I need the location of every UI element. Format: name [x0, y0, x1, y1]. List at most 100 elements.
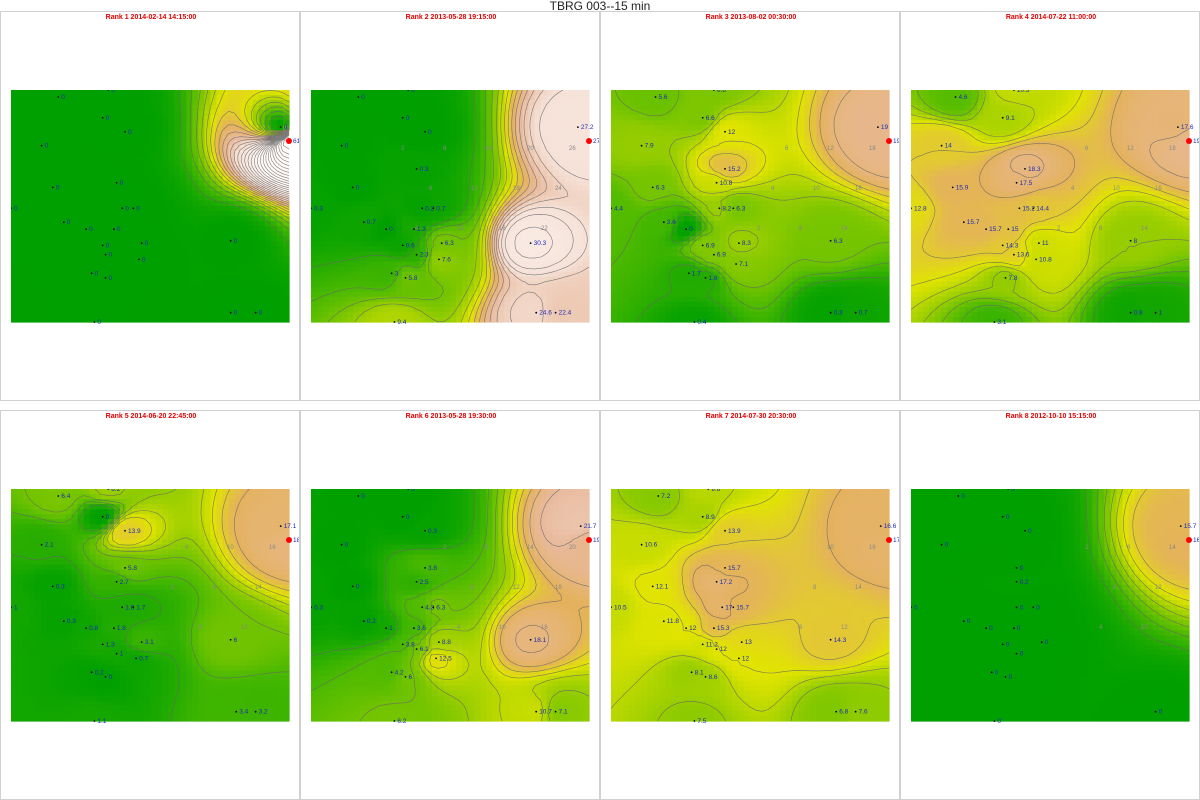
- station-point: [107, 489, 110, 490]
- station-point: [132, 207, 135, 210]
- station-value-label: 7.9: [645, 143, 654, 150]
- station-value-label: 12: [720, 646, 728, 653]
- station-point: [829, 239, 832, 242]
- station-value-label: 0: [61, 94, 65, 101]
- station-point: [104, 253, 107, 256]
- station-point: [385, 228, 387, 231]
- station-point: [51, 585, 54, 588]
- contour-level-label: 6: [429, 186, 433, 192]
- station-point: [62, 221, 65, 224]
- station-point: [1177, 126, 1179, 128]
- station-point: [104, 277, 107, 279]
- station-value-label: 7.5: [697, 718, 706, 725]
- map-panel-rank-3: Rank 3 2013-08-02 00:30:00 18 16 14 12 10 8 6 4 2…: [600, 11, 900, 401]
- contour-level-label: 16: [269, 545, 276, 551]
- contour-level-label: 6: [1113, 585, 1117, 591]
- rain-map: 1816141210864210.34.69.11418.317.515.915…: [911, 90, 1200, 326]
- station-value-label: 8.2: [722, 205, 731, 212]
- station-value-label: 0: [1028, 528, 1032, 535]
- station-value-label: 0: [128, 129, 132, 136]
- station-value-label: 0: [89, 226, 93, 233]
- station-value-label: 0: [945, 542, 949, 549]
- station-value-label: 27.2: [581, 124, 594, 131]
- station-point: [357, 495, 360, 497]
- contour-level-label: 14: [527, 545, 534, 551]
- station-point: [1154, 710, 1157, 713]
- station-value-label: 0.3: [67, 618, 76, 625]
- station-value-label: 17.5: [1020, 180, 1033, 187]
- station-point: [993, 720, 996, 722]
- station-value-label: 3.6: [667, 219, 676, 226]
- station-value-label: 8.1: [695, 669, 704, 676]
- station-point: [685, 627, 687, 630]
- contour-lines: [11, 489, 290, 722]
- station-value-label: 0.7: [859, 310, 868, 317]
- station-value-label: 8.2: [111, 489, 120, 493]
- station-point: [690, 671, 693, 674]
- station-point: [662, 620, 665, 623]
- contour-level-label: 16: [869, 545, 876, 551]
- station-value-label: 12: [689, 625, 697, 632]
- station-value-label: 10.7: [539, 709, 552, 716]
- station-point: [535, 311, 538, 314]
- station-point: [715, 580, 718, 583]
- station-value-label: 7.8: [1009, 275, 1018, 282]
- station-value-label: 7.1: [739, 261, 748, 268]
- contour-level-label: 10: [499, 625, 506, 631]
- station-value-label: 1.8: [709, 275, 718, 282]
- station-value-label: 15.7: [989, 226, 1002, 233]
- station-value-label: 0: [117, 226, 121, 233]
- station-value-label: 6.8: [839, 709, 848, 716]
- station-value-label: 5.8: [409, 275, 418, 282]
- station-value-label: 11: [1042, 240, 1049, 247]
- station-value-label: 3.8: [406, 641, 415, 648]
- station-value-label: 0: [1006, 514, 1010, 521]
- contour-level-label: 10: [1113, 186, 1120, 192]
- station-point: [401, 244, 404, 247]
- contour-level-label: 2: [171, 585, 175, 591]
- station-point: [101, 244, 104, 247]
- contour-level-label: 12: [1127, 146, 1134, 152]
- station-value-label: 10.6: [645, 542, 658, 549]
- station-value-label: 0: [259, 310, 263, 317]
- station-point: [535, 710, 538, 713]
- station-value-label: 0: [345, 542, 349, 549]
- contour-level-label: 24: [555, 186, 562, 192]
- station-point: [57, 96, 60, 98]
- contour-level-label: 18: [869, 146, 876, 152]
- station-value-label: 0: [106, 242, 110, 249]
- station-value-label: 0: [1020, 604, 1024, 611]
- station-point: [1035, 258, 1037, 261]
- target-station-marker: [286, 138, 292, 144]
- station-point: [404, 676, 407, 678]
- station-point: [115, 181, 118, 184]
- station-value-label: 1.7: [692, 270, 701, 277]
- station-value-label: 7.6: [442, 256, 451, 263]
- station-point: [401, 643, 404, 646]
- station-value-label: 0: [689, 226, 693, 233]
- station-point: [1001, 116, 1004, 119]
- station-point: [951, 186, 954, 189]
- interpolated-field: [911, 489, 1190, 722]
- station-point: [724, 130, 726, 133]
- station-value-label: 15.7: [736, 604, 749, 611]
- station-point: [577, 126, 579, 128]
- station-point: [407, 489, 410, 490]
- station-value-label: 0: [1009, 674, 1013, 681]
- station-point: [362, 221, 365, 224]
- station-value-label: 17.6: [1181, 124, 1194, 131]
- target-station-marker: [1186, 138, 1192, 144]
- target-station-value: 19: [1193, 138, 1200, 145]
- station-point: [1007, 228, 1010, 231]
- station-value-label: 7.1: [559, 709, 568, 716]
- station-value-label: 6: [409, 674, 413, 681]
- station-value-label: 0: [142, 256, 146, 263]
- station-value-label: 0: [411, 90, 415, 94]
- station-point: [713, 90, 715, 91]
- station-point: [438, 641, 440, 643]
- contour-labels: 20 18 16 14 12 10 8 6 4 2: [443, 545, 576, 631]
- contour-level-label: 2: [1057, 226, 1061, 232]
- station-point: [1015, 580, 1018, 583]
- station-point: [651, 585, 654, 588]
